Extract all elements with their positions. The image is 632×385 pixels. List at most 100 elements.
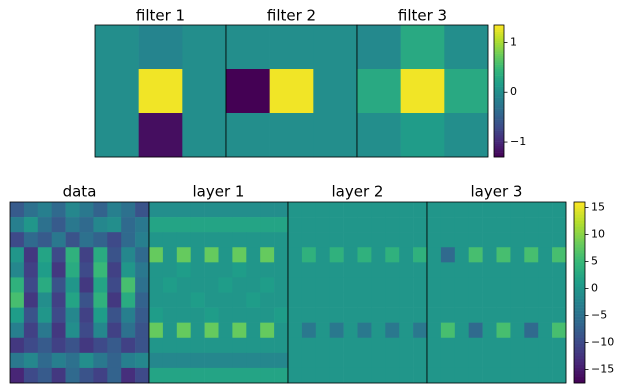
- colorbar-slice: [494, 27, 504, 30]
- heatmap-cell: [10, 337, 25, 354]
- heatmap-cell: [468, 217, 483, 233]
- heatmap-cell: [138, 25, 183, 70]
- heatmap-cell: [121, 232, 136, 248]
- heatmap-cell: [232, 262, 247, 278]
- heatmap-cell: [315, 352, 330, 369]
- heatmap-cell: [232, 367, 247, 384]
- heatmap-cell: [23, 292, 39, 308]
- heatmap-cell: [343, 292, 358, 308]
- heatmap-cell: [329, 262, 344, 278]
- heatmap-cell: [482, 262, 497, 278]
- heatmap-cell: [399, 232, 414, 248]
- heatmap-cell: [93, 277, 108, 293]
- heatmap-cell: [538, 262, 553, 278]
- colorbar-slice: [574, 202, 585, 206]
- heatmap-cell: [399, 262, 414, 278]
- heatmap-cell: [190, 292, 205, 308]
- heatmap-cell: [10, 277, 25, 293]
- colorbar-slice: [574, 331, 585, 336]
- colorbar-slice: [574, 364, 585, 369]
- heatmap-cell: [51, 262, 66, 278]
- colorbar-slice: [574, 256, 585, 260]
- colorbar-slice: [494, 84, 504, 87]
- heatmap-cell: [468, 262, 483, 278]
- heatmap-cell: [313, 113, 358, 158]
- heatmap-cell: [232, 232, 247, 248]
- heatmap-cell: [149, 292, 164, 308]
- heatmap-cell: [552, 217, 567, 233]
- heatmap-cell: [79, 217, 94, 233]
- colorbar-slice: [494, 38, 504, 41]
- heatmap-cell: [204, 247, 219, 263]
- heatmap-cell: [510, 352, 525, 369]
- heatmap-cell: [315, 367, 330, 384]
- heatmap-cell: [385, 367, 400, 384]
- colorbar-slice: [574, 229, 585, 233]
- heatmap-cell: [246, 292, 261, 308]
- colorbar-slice: [574, 319, 585, 323]
- heatmap-cell: [51, 202, 66, 218]
- heatmap-cell: [315, 307, 330, 323]
- colorbar-slice: [494, 53, 504, 57]
- heatmap-cell: [149, 352, 164, 369]
- heatmap-cell: [107, 322, 122, 339]
- heatmap-cell: [413, 367, 428, 384]
- heatmap-cell: [51, 322, 66, 339]
- heatmap-cell: [288, 292, 303, 308]
- colorbar-tick-label: −10: [591, 335, 614, 348]
- colorbar-slice: [494, 69, 504, 72]
- heatmap-cell: [343, 217, 358, 233]
- heatmap-cell: [524, 202, 539, 218]
- heatmap-cell: [399, 202, 414, 218]
- heatmap-cell: [329, 277, 344, 293]
- colorbar-slice: [574, 355, 585, 360]
- heatmap-cell: [399, 337, 414, 354]
- heatmap-cell: [400, 25, 445, 70]
- heatmap-cell: [371, 217, 386, 233]
- heatmap-cell: [301, 352, 317, 369]
- heatmap-cell: [288, 352, 303, 369]
- heatmap-cell: [204, 337, 219, 354]
- colorbar-slice: [574, 277, 585, 281]
- heatmap-cell: [65, 232, 80, 248]
- colorbar-slice: [574, 358, 585, 363]
- colorbar-slice: [494, 152, 504, 156]
- heatmap-cell: [176, 217, 191, 233]
- heatmap-cell: [496, 247, 511, 263]
- heatmap-cell: [135, 247, 150, 263]
- heatmap-cell: [510, 337, 525, 354]
- heatmap-cell: [190, 367, 205, 384]
- heatmap-cell: [23, 247, 39, 263]
- heatmap-cell: [10, 202, 25, 218]
- colorbar-slice: [494, 95, 504, 98]
- colorbar-slice: [494, 108, 504, 112]
- heatmap-cell: [138, 113, 183, 158]
- colorbar-slice: [494, 135, 504, 138]
- colorbar-slice: [574, 214, 585, 218]
- heatmap-cell: [162, 307, 178, 323]
- colorbar-slice: [574, 259, 585, 263]
- heatmap-cell: [79, 202, 94, 218]
- heatmap-cell: [246, 307, 261, 323]
- heatmap-cell: [357, 352, 372, 369]
- heatmap-cell: [482, 217, 497, 233]
- heatmap-cell: [371, 352, 386, 369]
- heatmap-cell: [413, 202, 428, 218]
- heatmap-cell: [552, 292, 567, 308]
- heatmap-cell: [204, 202, 219, 218]
- heatmap-cell: [385, 262, 400, 278]
- heatmap-cell: [399, 292, 414, 308]
- heatmap-cell: [51, 232, 66, 248]
- colorbar-tick-label: −5: [591, 308, 607, 321]
- heatmap-cell: [301, 262, 317, 278]
- heatmap-cell: [468, 247, 483, 263]
- colorbar-slice: [574, 241, 585, 245]
- heatmap-cell: [357, 322, 372, 339]
- heatmap-cell: [204, 307, 219, 323]
- heatmap-cell: [23, 262, 39, 278]
- colorbar-slice: [494, 139, 504, 142]
- heatmap-cell: [399, 277, 414, 293]
- heatmap-cell: [23, 202, 39, 218]
- heatmap-cell: [65, 322, 80, 339]
